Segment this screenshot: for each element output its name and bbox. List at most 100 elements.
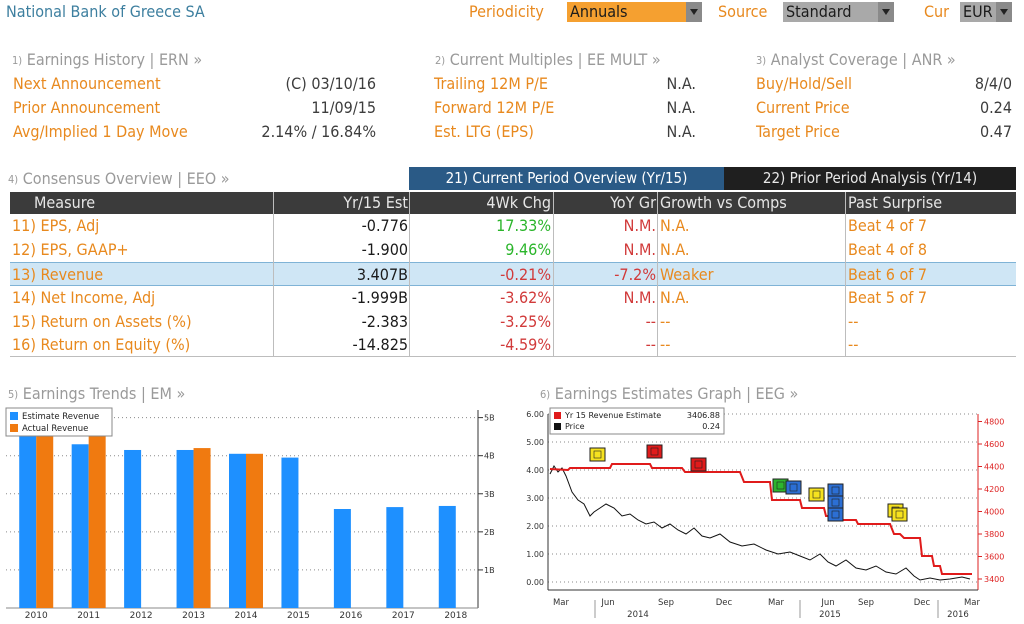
table-header [10,192,1016,214]
col-divider [409,192,410,356]
col-est[interactable]: Yr/15 Est [343,193,408,212]
x-tick-label: 2010 [25,611,48,621]
right-tick-label: 4000 [984,508,1004,517]
col-past-surprise[interactable]: Past Surprise [848,193,943,212]
source-dropdown-icon[interactable] [878,2,894,22]
table-row[interactable]: 12) EPS, GAAP+ -1.900 9.46% N.M. N.A. Beat 4 … [10,238,1016,262]
est-ltg-label: Est. LTG (EPS) [434,122,534,141]
legend-value: 0.24 [702,422,720,431]
col-measure[interactable]: Measure [34,193,96,212]
periodicity-select[interactable]: Annuals [567,2,687,22]
bar-actual-revenue [88,434,106,608]
legend-swatch [10,424,18,432]
x-tick-label: Dec [914,598,931,608]
earnings-event-icon [808,487,825,502]
cell-4wk-chg: -4.59% [500,335,551,354]
cell-growth-comps: N.A. [660,288,690,307]
bar-estimate-revenue [229,453,246,608]
col-yoy-gr[interactable]: YoY Gr [610,193,656,212]
currency-select[interactable]: EUR [960,2,996,22]
currency-label: Cur [924,2,950,21]
x-tick-label: 2017 [392,611,415,621]
trailing-pe-label: Trailing 12M P/E [434,74,548,93]
periodicity-dropdown-icon[interactable] [686,2,702,22]
periodicity-value: Annuals [570,2,628,21]
legend-swatch [10,412,18,420]
cell-yoy-gr: N.M. [623,216,656,235]
tab-current-period[interactable]: 21) Current Period Overview (Yr/15) [409,167,724,190]
forward-pe-value: N.A. [666,98,696,117]
table-row[interactable]: 15) Return on Assets (%) -2.383 -3.25% -- --… [10,310,1016,334]
earnings-trends-title[interactable]: 5) Earnings Trends | EM » [8,384,185,403]
earnings-event-icon [827,507,844,522]
earnings-event-icon [646,444,663,459]
earnings-graph-num: 6) [540,388,551,401]
cell-growth-comps: -- [660,335,671,354]
consensus-title-text: Consensus Overview | EEO » [22,169,230,188]
table-row[interactable]: 16) Return on Equity (%) -14.825 -4.59% -- -… [10,333,1016,357]
table-row[interactable]: 13) Revenue 3.407B -0.21% -7.2% Weaker Beat 6… [10,262,1016,286]
buy-hold-sell-value: 8/4/0 [974,74,1012,93]
year-label: 2014 [627,610,649,620]
left-tick-label: 2.00 [526,522,544,531]
current-price-value: 0.24 [979,98,1012,117]
cell-past-surprise: Beat 6 of 7 [848,265,928,284]
current-multiples-title[interactable]: 2) Current Multiples | EE MULT » [435,50,661,69]
col-4wk-chg[interactable]: 4Wk Chg [486,193,551,212]
col-divider [553,192,554,356]
cell-past-surprise: Beat 5 of 7 [848,288,928,307]
y-tick-label: 5B [484,414,495,423]
earnings-history-title-text: Earnings History | ERN » [26,50,203,69]
cell-measure: 14) Net Income, Adj [12,288,156,307]
cell-growth-comps: N.A. [660,216,690,235]
currency-dropdown-icon[interactable] [996,2,1012,22]
earnings-event-icon-glyph [895,510,904,519]
table-row[interactable]: 14) Net Income, Adj -1.999B -3.62% N.M. N.A.… [10,286,1016,310]
table-row[interactable]: 11) EPS, Adj -0.776 17.33% N.M. N.A. Beat 4 o… [10,214,1016,238]
cell-4wk-chg: 9.46% [505,240,551,259]
cell-measure: 12) EPS, GAAP+ [12,240,129,259]
earnings-event-icon-glyph [831,498,840,507]
target-price-value: 0.47 [979,122,1012,141]
legend-swatch [554,412,561,419]
current-multiples-title-text: Current Multiples | EE MULT » [449,50,661,69]
earnings-history-title[interactable]: 1) Earnings History | ERN » [12,50,202,69]
cell-est: -0.776 [361,216,408,235]
col-growth-comps[interactable]: Growth vs Comps [660,193,787,212]
next-announcement-value: (C) 03/10/16 [285,74,377,93]
left-tick-label: 5.00 [526,438,544,447]
x-tick-label: 2015 [287,611,310,621]
left-tick-label: 6.00 [526,410,544,419]
tab-prior-period[interactable]: 22) Prior Period Analysis (Yr/14) [724,167,1016,190]
bar-estimate-revenue [176,449,194,608]
x-tick-label: 2011 [77,611,100,621]
source-select[interactable]: Standard [783,2,878,22]
cell-est: 3.407B [356,265,408,284]
cell-yoy-gr: -7.2% [614,265,656,284]
x-tick-label: 2016 [339,611,362,621]
analyst-coverage-title[interactable]: 3) Analyst Coverage | ANR » [756,50,956,69]
periodicity-label: Periodicity [469,2,544,21]
y-tick-label: 2B [484,528,495,537]
x-tick-label: Sep [858,598,874,608]
bar-estimate-revenue [19,432,37,608]
earnings-history-num: 1) [12,54,23,67]
est-ltg-value: N.A. [666,122,696,141]
legend-box [549,407,725,435]
right-tick-label: 3600 [984,553,1004,562]
bar-actual-revenue [36,429,54,608]
table-bottom-border [10,356,1016,357]
left-tick-label: 4.00 [526,466,544,475]
company-name: National Bank of Greece SA [6,2,205,21]
legend-label: Estimate Revenue [22,412,99,422]
legend-label: Price [565,422,585,431]
cell-growth-comps: Weaker [660,265,714,284]
earnings-estimates-chart: 0.00 1.00 2.00 3.00 4.00 5.00 6.00 3400 3600 3800… [510,404,1024,624]
consensus-overview-title[interactable]: 4) Consensus Overview | EEO » [8,169,230,188]
earnings-graph-title[interactable]: 6) Earnings Estimates Graph | EEG » [540,384,798,403]
earnings-event-icon-glyph [831,486,840,495]
legend-box [5,407,113,437]
bar-estimate-revenue [386,507,404,608]
earnings-event-icon-glyph [694,460,703,469]
x-tick-label: Mar [964,598,981,608]
